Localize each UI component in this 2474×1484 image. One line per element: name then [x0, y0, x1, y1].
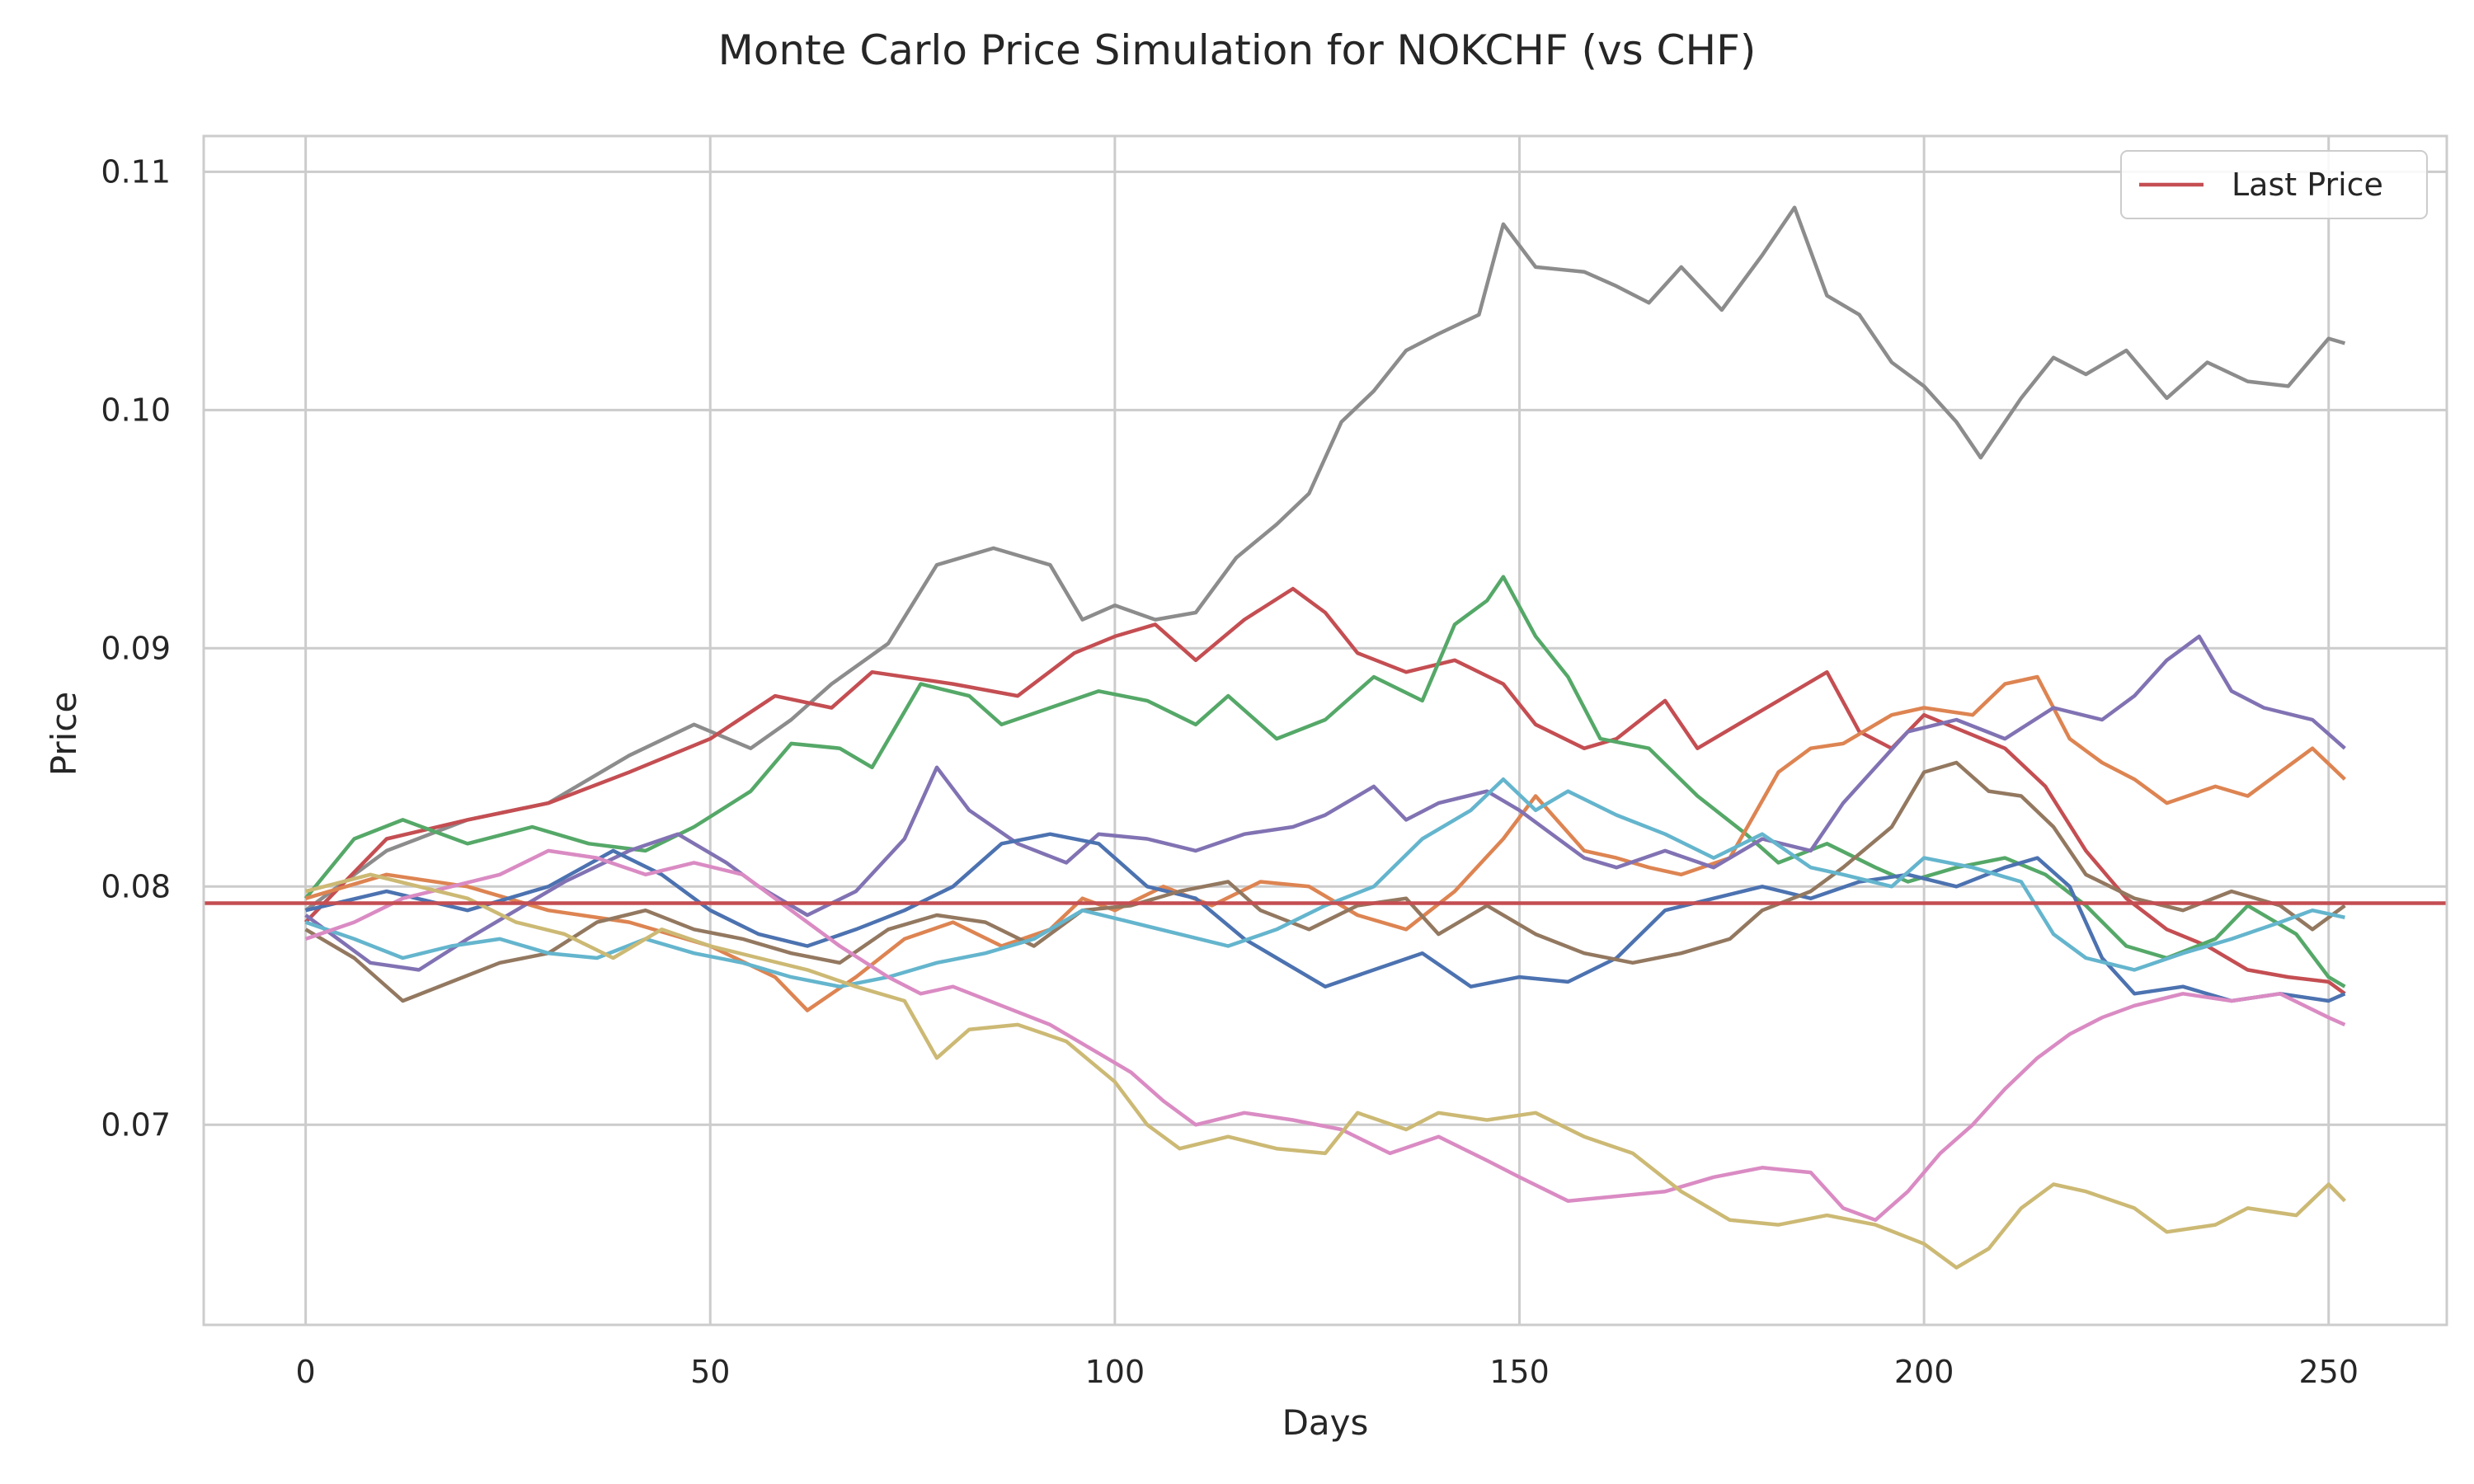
legend-label: Last Price	[2232, 167, 2383, 203]
simulation-path-10	[305, 872, 2347, 1270]
legend-box	[2120, 150, 2428, 219]
y-axis-label: Price	[44, 692, 84, 776]
simulation-path-6	[305, 832, 2346, 1003]
x-axis-label: Days	[1282, 1402, 1369, 1443]
y-tick-label: 0.09	[101, 630, 171, 666]
x-tick-label: 200	[1894, 1354, 1954, 1390]
chart-title: Monte Carlo Price Simulation for NOKCHF …	[718, 26, 1757, 74]
simulation-path-3	[303, 575, 2346, 989]
x-tick-label: 150	[1489, 1354, 1550, 1390]
y-tick-label: 0.11	[101, 153, 171, 190]
simulation-path-8	[304, 777, 2345, 989]
simulation-path-1	[304, 205, 2346, 913]
grid-layer	[204, 136, 2447, 1325]
simulation-path-5	[304, 634, 2346, 972]
series-layer	[303, 205, 2347, 1270]
y-tick-label: 0.10	[101, 392, 171, 428]
y-tick-label: 0.08	[101, 868, 171, 904]
y-axis-ticks: 0.07 0.08 0.09 0.10 0.11	[101, 153, 171, 1143]
x-tick-label: 250	[2298, 1354, 2359, 1390]
legend: Last Price	[2120, 150, 2428, 219]
x-tick-label: 50	[690, 1354, 730, 1390]
simulation-path-7	[304, 760, 2346, 1003]
x-tick-label: 0	[296, 1354, 316, 1390]
x-axis-ticks: 0 50 100 150 200 250	[296, 1354, 2359, 1390]
simulation-path-9	[304, 848, 2346, 1223]
plot-frame	[202, 134, 2448, 1327]
simulation-path-4	[304, 674, 2346, 1012]
simulation-path-2	[303, 586, 2346, 996]
x-tick-label: 100	[1085, 1354, 1145, 1390]
y-tick-label: 0.07	[101, 1106, 171, 1143]
